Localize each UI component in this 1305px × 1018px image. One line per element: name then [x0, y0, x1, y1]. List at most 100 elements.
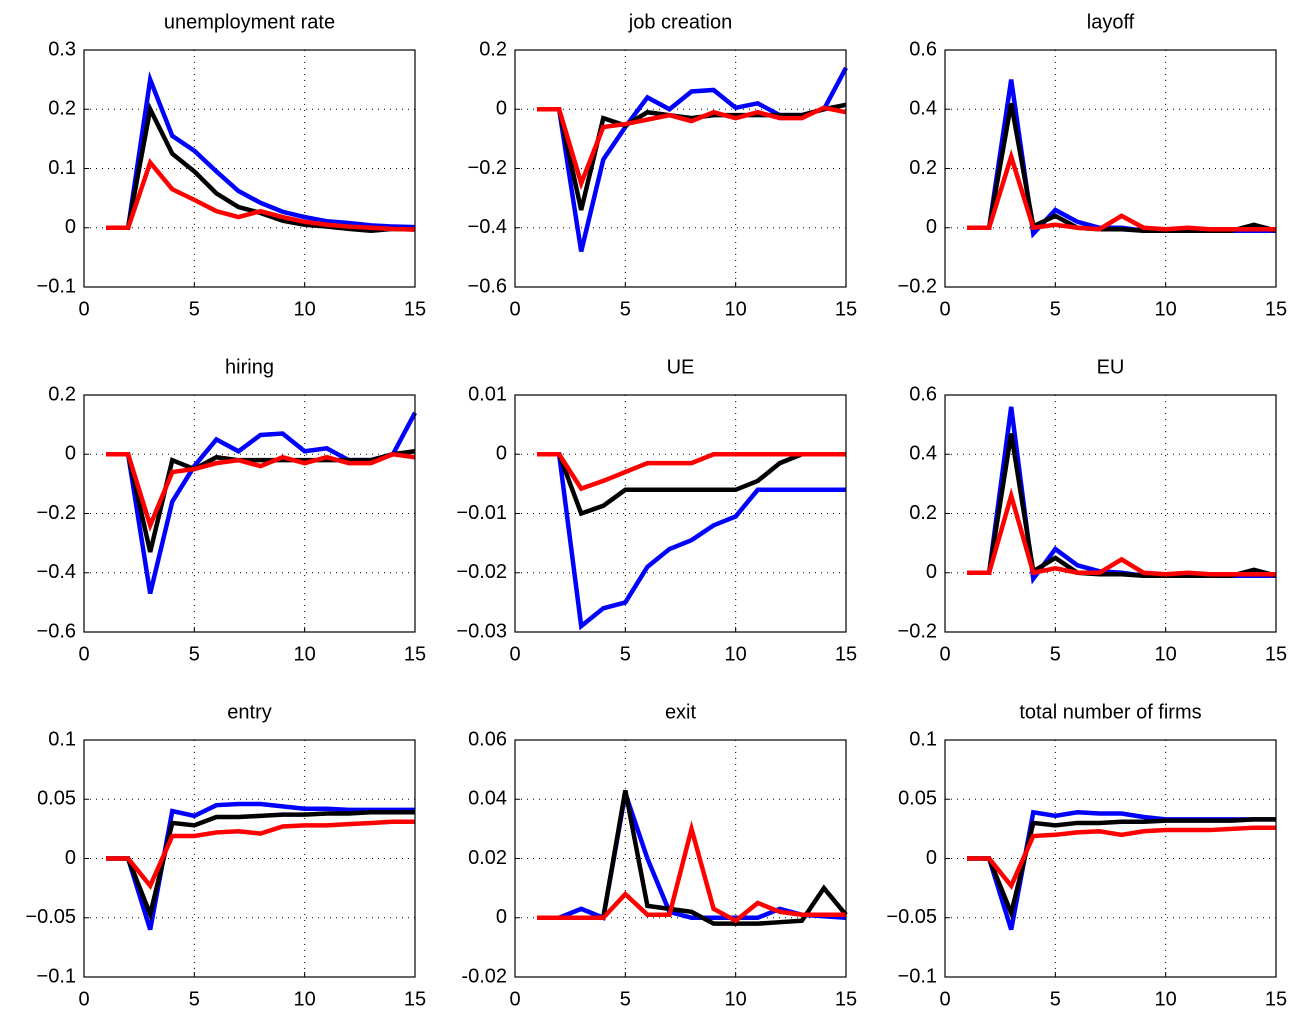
x-tick-label: 5	[1050, 988, 1061, 1010]
x-tick-label: 15	[1265, 298, 1287, 320]
series-line	[537, 102, 847, 211]
chart-title: job creation	[628, 11, 732, 33]
y-tick-label: −0.2	[898, 620, 937, 642]
x-tick-label: 0	[78, 988, 89, 1010]
y-tick-label: −0.1	[37, 965, 76, 987]
x-tick-label: 5	[189, 643, 200, 665]
y-tick-label: −0.2	[37, 502, 76, 524]
chart-title: total number of firms	[1019, 701, 1201, 723]
x-tick-label: 5	[189, 988, 200, 1010]
y-tick-label: 0.2	[909, 157, 937, 179]
x-tick-label: 15	[835, 988, 857, 1010]
y-tick-label: 0	[496, 906, 507, 928]
series-line	[967, 149, 1276, 232]
x-tick-label: 0	[939, 643, 950, 665]
y-tick-label: 0.4	[909, 443, 937, 465]
x-tick-label: 0	[939, 988, 950, 1010]
axes-box	[944, 49, 1277, 288]
series-line	[537, 452, 846, 631]
y-tick-label: 0.01	[468, 383, 507, 405]
y-tick-label: −0.4	[37, 561, 76, 583]
y-tick-label: 0.1	[48, 728, 76, 750]
chart-title: unemployment rate	[164, 11, 335, 33]
series-line	[967, 825, 1276, 891]
x-tick-label: 10	[294, 643, 316, 665]
series-line	[537, 452, 846, 492]
y-tick-label: 0	[496, 443, 507, 465]
y-tick-label: −0.1	[37, 275, 76, 297]
series-line	[537, 789, 848, 926]
y-tick-label: −0.4	[468, 216, 507, 238]
x-tick-label: 10	[725, 298, 747, 320]
y-tick-label: 0.6	[909, 38, 937, 60]
x-tick-label: 15	[404, 643, 426, 665]
y-tick-label: 0.06	[468, 728, 507, 750]
x-tick-label: 5	[620, 643, 631, 665]
x-tick-label: 15	[835, 298, 857, 320]
chart-title: entry	[227, 701, 271, 723]
y-tick-label: −0.05	[886, 906, 937, 928]
y-tick-label: 0.2	[479, 38, 507, 60]
chart-title: UE	[667, 356, 695, 378]
axes-box	[944, 739, 1277, 978]
x-tick-label: 15	[835, 643, 857, 665]
series-line	[537, 820, 846, 924]
x-tick-label: 10	[294, 298, 316, 320]
axes-box	[514, 49, 847, 288]
series-line	[106, 411, 417, 595]
y-tick-label: −0.6	[37, 620, 76, 642]
x-tick-label: 10	[1155, 298, 1177, 320]
x-tick-label: 15	[1265, 988, 1287, 1010]
x-tick-label: 15	[1265, 643, 1287, 665]
x-tick-label: 10	[725, 643, 747, 665]
y-tick-label: 0.05	[898, 788, 937, 810]
series-line	[106, 810, 415, 922]
y-tick-label: -0.02	[461, 965, 507, 987]
y-tick-label: 0.4	[909, 98, 937, 120]
y-tick-label: 0.05	[37, 788, 76, 810]
series-line	[967, 406, 1276, 585]
y-tick-label: 0.2	[48, 98, 76, 120]
axes-box	[514, 739, 847, 978]
series-line	[106, 449, 416, 553]
axes-box	[83, 739, 416, 978]
y-tick-label: 0	[496, 98, 507, 120]
series-line	[967, 817, 1276, 921]
y-tick-label: 0.02	[468, 847, 507, 869]
x-tick-label: 5	[189, 298, 200, 320]
x-tick-label: 5	[1050, 643, 1061, 665]
y-tick-label: 0	[65, 847, 76, 869]
y-tick-label: 0	[926, 216, 937, 238]
y-tick-label: 0.1	[48, 157, 76, 179]
x-tick-label: 15	[404, 988, 426, 1010]
y-tick-label: 0	[926, 561, 937, 583]
axes-box	[514, 394, 847, 633]
x-tick-label: 0	[78, 643, 89, 665]
x-tick-label: 5	[620, 298, 631, 320]
y-tick-label: −0.6	[468, 275, 507, 297]
x-tick-label: 5	[1050, 298, 1061, 320]
series-line	[106, 158, 416, 232]
x-tick-label: 10	[725, 988, 747, 1010]
y-tick-label: 0.2	[48, 383, 76, 405]
series-line	[106, 451, 416, 532]
x-tick-label: 10	[1155, 643, 1177, 665]
chart-title: layoff	[1087, 11, 1135, 33]
y-tick-label: 0.1	[909, 728, 937, 750]
y-tick-label: −0.2	[898, 275, 937, 297]
chart-title: exit	[665, 701, 697, 723]
y-tick-label: 0.6	[909, 383, 937, 405]
x-tick-label: 0	[78, 298, 89, 320]
axes-box	[944, 394, 1277, 633]
y-tick-label: −0.2	[468, 157, 507, 179]
chart-title: hiring	[225, 356, 274, 378]
y-tick-label: 0.04	[468, 788, 507, 810]
series-line	[537, 452, 846, 517]
y-tick-label: −0.05	[25, 906, 76, 928]
axes-box	[83, 394, 416, 633]
series-line	[106, 70, 416, 230]
x-tick-label: 0	[939, 298, 950, 320]
x-tick-label: 10	[1155, 988, 1177, 1010]
y-tick-label: 0	[65, 216, 76, 238]
